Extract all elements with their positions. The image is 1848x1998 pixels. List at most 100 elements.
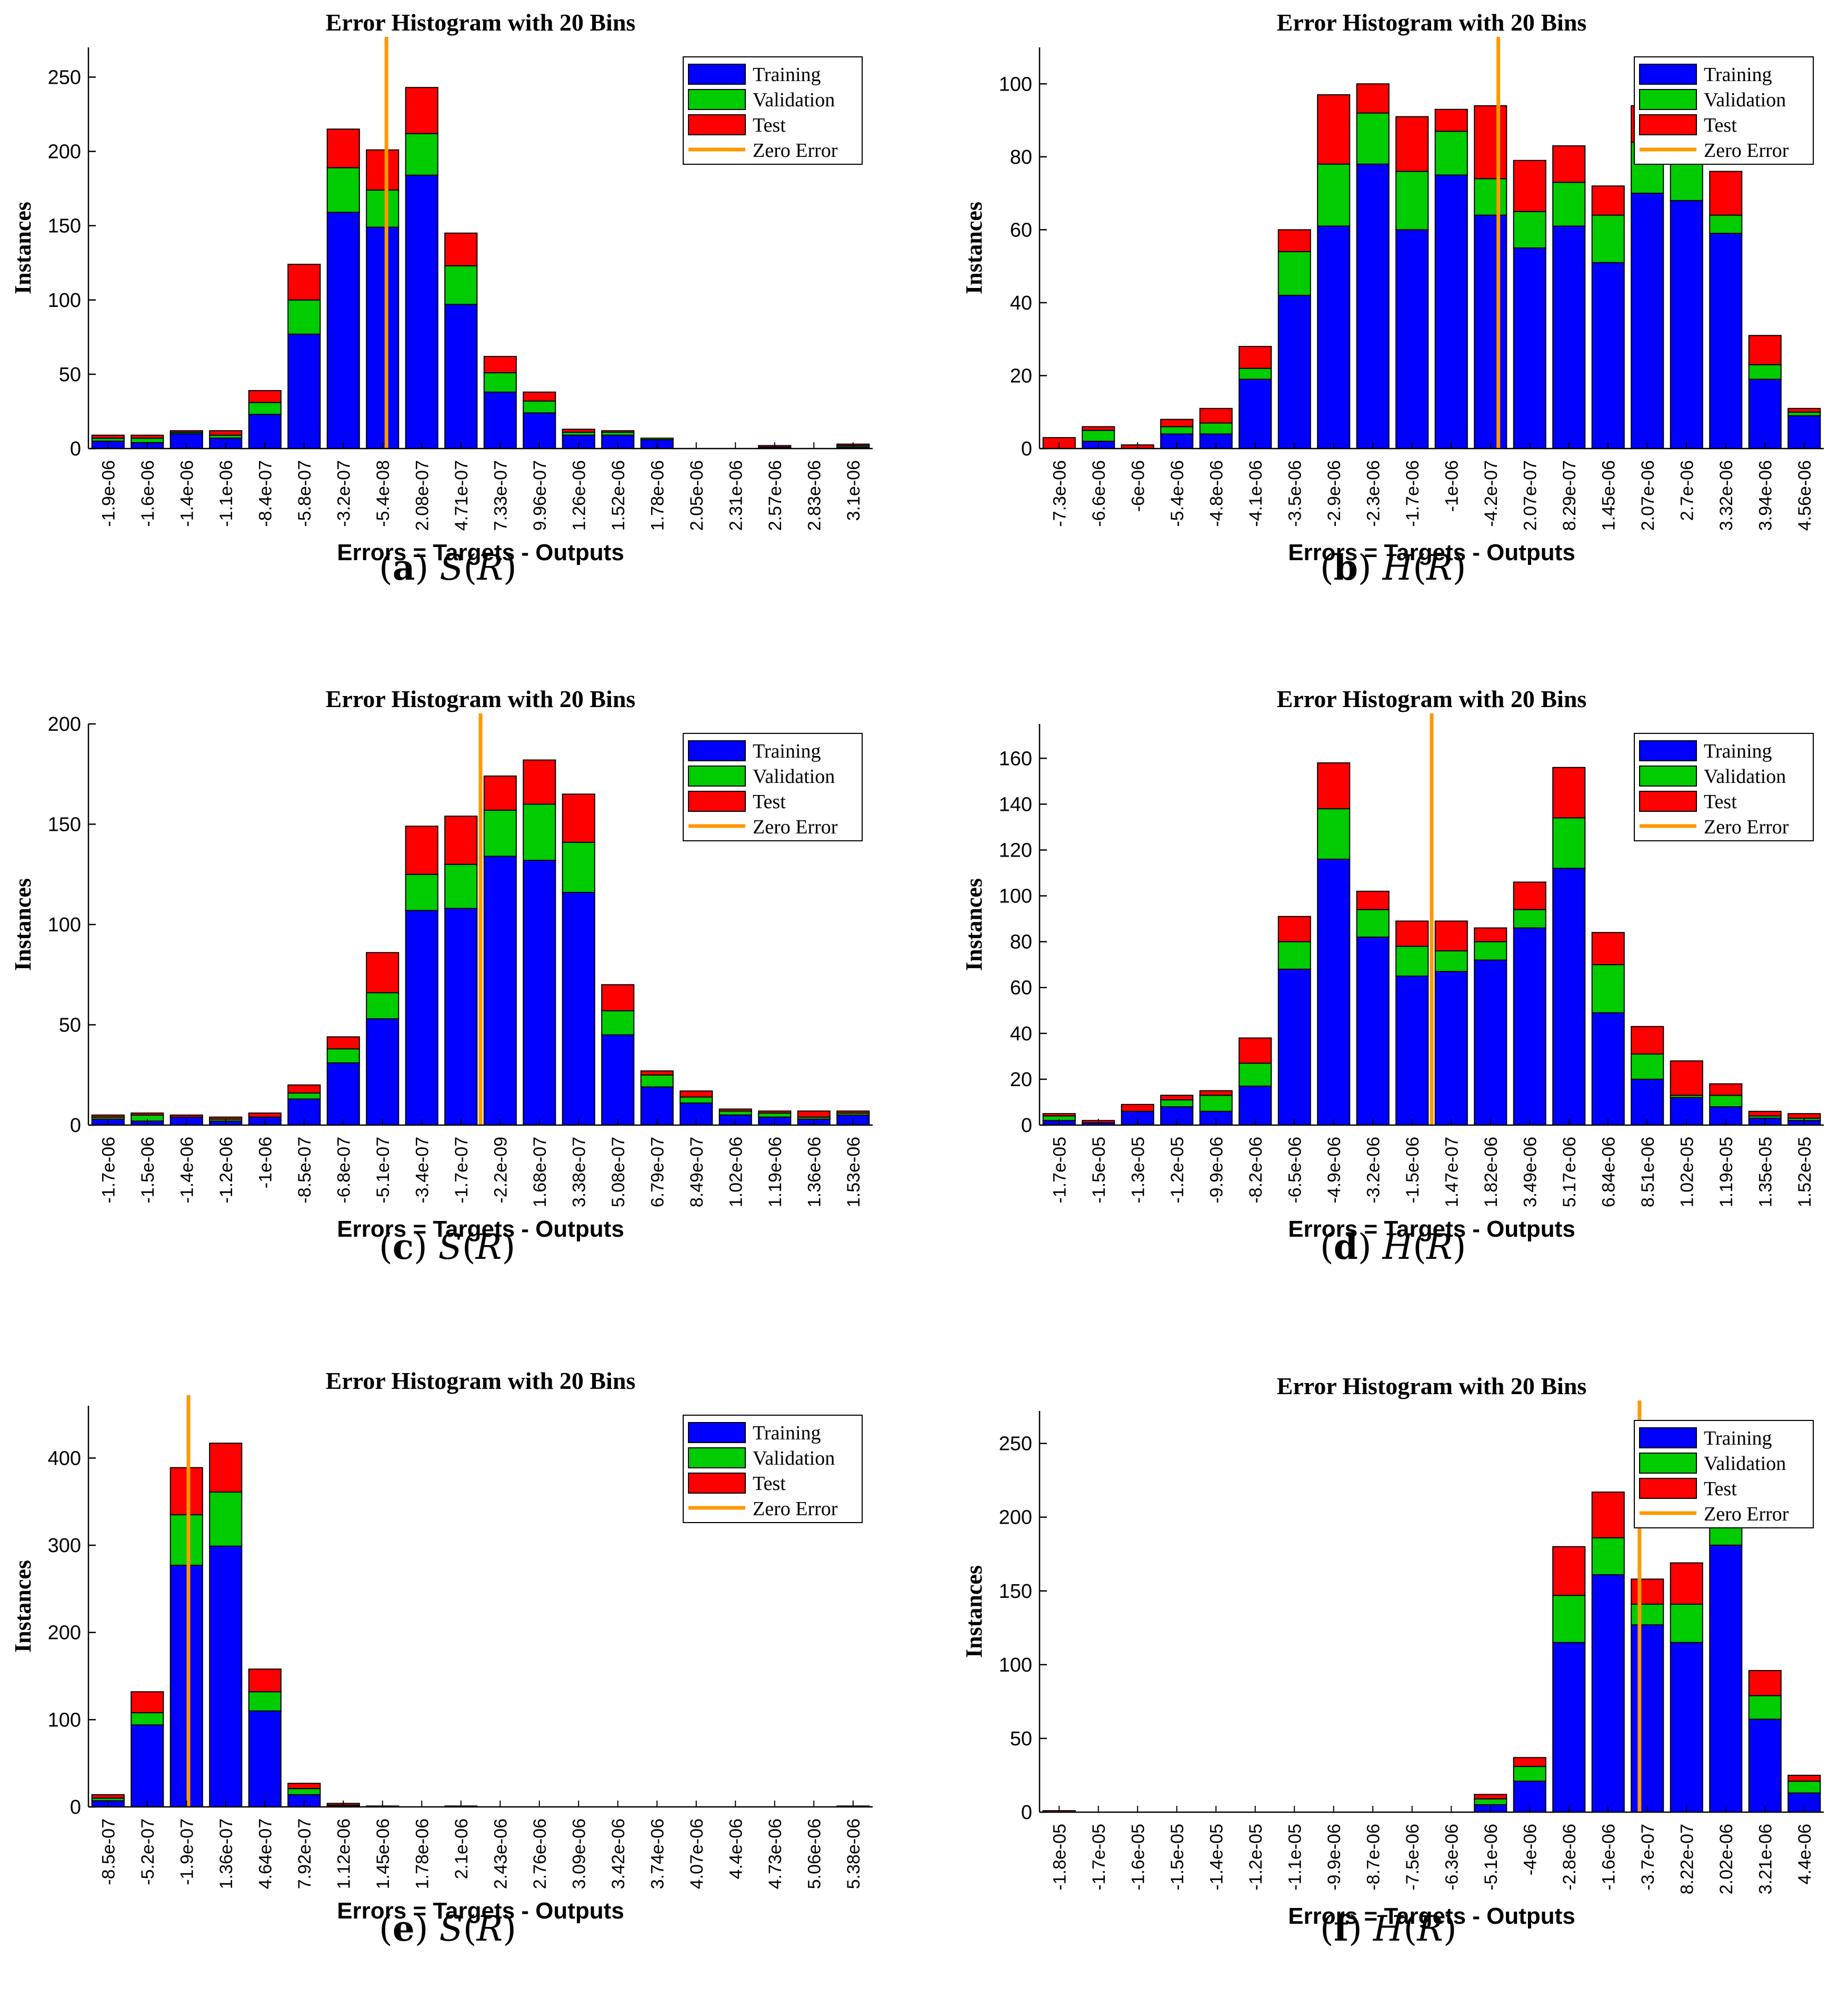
bar-training-6 — [326, 212, 360, 449]
y-tick-label: 60 — [1010, 219, 1032, 241]
bar-test-5 — [287, 264, 321, 301]
bar-test-3 — [209, 430, 243, 436]
chart-title: Error Histogram with 20 Bins — [326, 9, 636, 36]
x-tick-label: -3.2e-07 — [334, 460, 354, 527]
bar-training-5 — [287, 1098, 321, 1126]
y-tick-label: 100 — [48, 290, 81, 312]
x-tick-label: 8.51e-06 — [1638, 1137, 1658, 1207]
y-tick-label: 40 — [1010, 292, 1032, 314]
bar-test-6 — [1277, 229, 1311, 252]
y-tick-label: 0 — [70, 1796, 81, 1818]
bar-test-6 — [1277, 916, 1311, 942]
bar-test-15 — [680, 1090, 713, 1098]
x-tick-label: -6.5e-06 — [1285, 1137, 1305, 1204]
bar-training-18 — [1748, 1718, 1782, 1813]
caption-variable: R — [1417, 1908, 1443, 1949]
bar-validation-13 — [1552, 1595, 1586, 1643]
x-tick-label: 2.1e-06 — [452, 1818, 472, 1879]
legend-label: Zero Error — [753, 816, 838, 838]
x-tick-label: -1.7e-06 — [98, 1137, 118, 1204]
y-tick-label: 150 — [48, 814, 81, 836]
legend-swatch-training — [1639, 740, 1697, 761]
y-tick-label: 100 — [999, 1654, 1032, 1676]
x-tick-label: -1e-06 — [1442, 460, 1462, 512]
y-tick-label: 60 — [1010, 977, 1032, 999]
bar-test-8 — [1356, 83, 1390, 114]
caption-variable: R — [1426, 548, 1453, 588]
bar-test-5 — [1238, 346, 1272, 369]
bar-test-12 — [1513, 160, 1546, 212]
legend-label: Validation — [753, 766, 835, 788]
x-tick-label: -1.6e-05 — [1128, 1824, 1148, 1891]
legend-label: Test — [1704, 114, 1737, 136]
bar-test-11 — [523, 759, 556, 805]
x-tick-label: -5.4e-06 — [1167, 460, 1187, 527]
legend-label: Training — [753, 64, 821, 86]
x-tick-label: -1.4e-05 — [1206, 1824, 1226, 1891]
x-tick-label: 1.19e-06 — [765, 1137, 785, 1207]
bar-test-12 — [1513, 1757, 1546, 1767]
legend-label: Test — [1704, 791, 1737, 813]
legend-swatch-validation — [688, 89, 746, 110]
bar-test-4 — [248, 1112, 282, 1118]
y-tick-label: 250 — [48, 66, 81, 88]
caption-function: H — [1382, 548, 1413, 588]
legend-label: Zero Error — [753, 140, 838, 162]
x-tick-label: -8.4e-07 — [255, 460, 275, 527]
bar-validation-8 — [405, 873, 438, 911]
y-tick-label: 0 — [1021, 438, 1032, 460]
y-tick-label: 300 — [48, 1535, 81, 1557]
x-tick-label: -1.1e-05 — [1285, 1824, 1305, 1891]
x-tick-label: 1.12e-06 — [334, 1818, 354, 1889]
x-tick-label: 3.42e-06 — [608, 1818, 628, 1889]
bar-validation-14 — [1591, 214, 1625, 263]
x-tick-label: 8.29e-07 — [1560, 460, 1580, 531]
bar-validation-19 — [1787, 1781, 1821, 1794]
y-tick-label: 200 — [48, 141, 81, 163]
caption-b: (b) H(R) — [1320, 547, 1466, 588]
legend-label: Training — [1704, 1427, 1772, 1449]
x-tick-label: 1.35e-05 — [1755, 1137, 1775, 1207]
y-tick-label: 40 — [1010, 1023, 1032, 1045]
legend-label: Test — [753, 791, 786, 813]
bar-training-14 — [1591, 1012, 1625, 1126]
x-tick-label: -4.9e-06 — [1324, 1137, 1344, 1204]
x-tick-label: 2.57e-06 — [765, 460, 785, 531]
x-tick-label: 1.36e-06 — [804, 1137, 824, 1207]
bar-test-19 — [1787, 1774, 1821, 1782]
x-tick-label: -1.5e-05 — [1089, 1137, 1109, 1204]
bar-training-15 — [1631, 1624, 1664, 1813]
x-tick-label: -4.1e-06 — [1246, 460, 1266, 527]
bar-validation-13 — [1552, 182, 1586, 227]
caption-function: S — [439, 1908, 463, 1949]
bar-test-2 — [169, 1114, 203, 1118]
bar-test-2 — [169, 430, 203, 433]
x-tick-label: -1.5e-06 — [1403, 1137, 1423, 1204]
x-tick-label: 3.1e-06 — [844, 460, 864, 521]
x-tick-label: -7.3e-06 — [1050, 460, 1070, 527]
bar-test-5 — [287, 1783, 321, 1790]
bar-training-7 — [1317, 225, 1351, 449]
x-tick-label: 5.38e-06 — [844, 1818, 864, 1889]
bar-validation-7 — [366, 189, 399, 228]
x-tick-label: -1.5e-06 — [138, 1137, 158, 1204]
x-tick-label: 1.82e-06 — [1481, 1137, 1501, 1207]
x-tick-label: -1.2e-05 — [1167, 1137, 1187, 1204]
bar-validation-11 — [523, 803, 556, 861]
x-tick-label: 1.78e-06 — [647, 460, 667, 531]
x-tick-label: -3.4e-07 — [412, 1137, 432, 1204]
bar-training-12 — [1513, 247, 1546, 449]
x-tick-label: -1.6e-06 — [138, 460, 158, 527]
bar-validation-3 — [209, 1491, 243, 1547]
x-tick-label: 4.4e-06 — [1795, 1824, 1815, 1884]
bar-training-14 — [640, 1086, 674, 1126]
bar-validation-12 — [562, 841, 595, 893]
bar-validation-10 — [1434, 131, 1468, 176]
x-tick-label: 4.71e-07 — [452, 460, 472, 531]
bar-test-6 — [326, 128, 360, 168]
legend-label: Zero Error — [1704, 140, 1789, 162]
bar-test-5 — [287, 1084, 321, 1094]
bar-test-17 — [758, 1110, 792, 1114]
